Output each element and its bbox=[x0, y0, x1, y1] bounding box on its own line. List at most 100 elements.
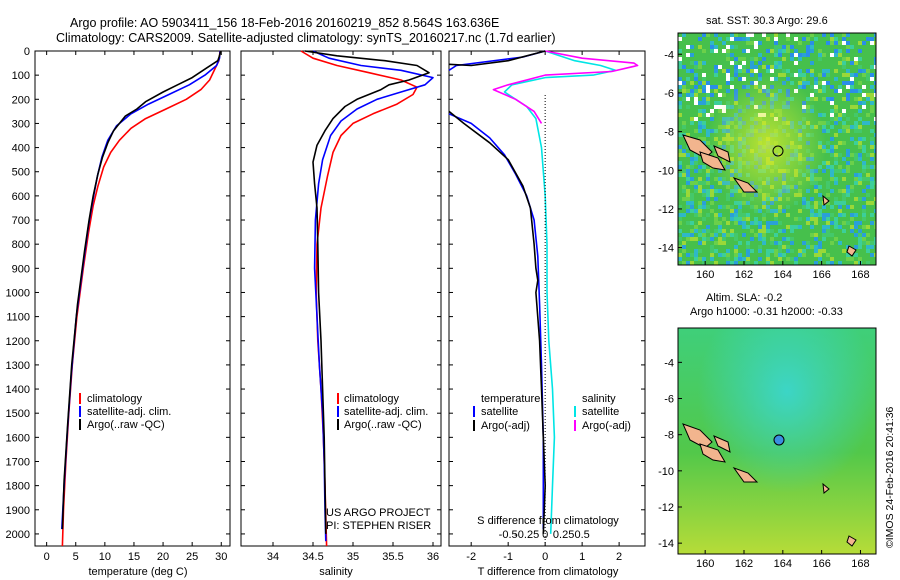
x-tick-label: 25 bbox=[186, 551, 198, 563]
legend-label-satellite: satellite-adj. clim. bbox=[87, 406, 171, 418]
series-line-satellite bbox=[448, 113, 545, 530]
series-line-argo-adj- bbox=[448, 50, 546, 67]
sla-map-frame bbox=[677, 327, 877, 555]
depth-tick-label: 1800 bbox=[6, 481, 30, 493]
depth-tick-label: 100 bbox=[12, 70, 30, 82]
depth-tick-label: 1900 bbox=[6, 505, 30, 517]
island-shape bbox=[699, 443, 726, 463]
map-y-tick-label: -8 bbox=[664, 127, 674, 139]
x-tick-label: -1 bbox=[503, 551, 513, 563]
legend-heading-salinity: salinity bbox=[582, 393, 616, 405]
x-tick-label: 10 bbox=[99, 551, 111, 563]
sst-map-ticks: 160 162 164 166 168 -4 -6 -8 -10 -12 -14 bbox=[658, 49, 870, 281]
map-x-tick-label: 162 bbox=[735, 558, 753, 570]
sst-warm-patch bbox=[678, 33, 876, 265]
map-y-tick-label: -8 bbox=[664, 430, 674, 442]
top-x-tick-label: 0.25 bbox=[553, 529, 574, 541]
island-shape bbox=[713, 435, 731, 453]
x-tick-label: -2 bbox=[466, 551, 476, 563]
x-tick-label: 35 bbox=[347, 551, 359, 563]
temperature-curves bbox=[61, 50, 222, 547]
series-line-argo-raw-qc- bbox=[304, 50, 430, 534]
island-shape bbox=[846, 245, 857, 257]
pi-credit: PI: STEPHEN RISER bbox=[326, 520, 431, 532]
sst-islands bbox=[682, 134, 857, 257]
map-x-tick-label: 166 bbox=[812, 269, 830, 281]
island-shape bbox=[732, 176, 759, 193]
difference-curves bbox=[448, 50, 639, 534]
header-line-1: Argo profile: AO 5903411_156 18-Feb-2016… bbox=[70, 16, 499, 30]
sla-map-title-2: Argo h1000: -0.31 h2000: -0.33 bbox=[690, 306, 843, 318]
map-x-tick-label: 168 bbox=[851, 558, 869, 570]
depth-tick-label: 200 bbox=[12, 94, 30, 106]
depth-tick-label: 400 bbox=[12, 143, 30, 155]
series-line-argo-adj- bbox=[492, 50, 639, 124]
map-y-tick-label: -10 bbox=[658, 165, 674, 177]
argo-location-marker bbox=[772, 145, 784, 157]
x-tick-label: 1 bbox=[579, 551, 585, 563]
map-y-tick-label: -12 bbox=[658, 502, 674, 514]
temperature-x-ticks: 0 5 10 15 20 25 30 bbox=[44, 51, 227, 563]
island-shape bbox=[822, 482, 830, 494]
legend-label-argo: Argo(..raw -QC) bbox=[344, 419, 422, 431]
x-tick-label: 2 bbox=[616, 551, 622, 563]
map-y-tick-label: -6 bbox=[664, 88, 674, 100]
argo-location-marker bbox=[773, 434, 785, 446]
legend-label-climatology: climatology bbox=[87, 393, 143, 405]
island-shape bbox=[699, 151, 726, 171]
depth-tick-label: 600 bbox=[12, 191, 30, 203]
x-tick-label: 30 bbox=[215, 551, 227, 563]
header-line-2: Climatology: CARS2009. Satellite-adjuste… bbox=[56, 31, 556, 45]
top-x-tick-label: 0 bbox=[542, 529, 548, 541]
sla-map-ticks: 160 162 164 166 168 -4 -6 -8 -10 -12 -14 bbox=[658, 357, 870, 570]
map-y-tick-label: -4 bbox=[664, 357, 674, 369]
map-y-tick-label: -10 bbox=[658, 466, 674, 478]
legend-label-t-argo: Argo(-adj) bbox=[481, 420, 530, 432]
x-tick-label: 0 bbox=[542, 551, 548, 563]
salinity-panel-frame bbox=[240, 50, 442, 547]
depth-tick-label: 1600 bbox=[6, 432, 30, 444]
x-tick-label: 35.5 bbox=[382, 551, 403, 563]
depth-tick-label: 900 bbox=[12, 263, 30, 275]
legend-label-s-satellite: satellite bbox=[582, 406, 619, 418]
depth-tick-label: 2000 bbox=[6, 529, 30, 541]
depth-tick-label: 1000 bbox=[6, 287, 30, 299]
salinity-axis-label: salinity bbox=[319, 566, 353, 578]
t-difference-axis-label: T difference from climatology bbox=[478, 566, 619, 578]
s-difference-x-ticks: -0.5-0.25 0 0.25 0.5 bbox=[499, 529, 590, 541]
depth-tick-label: 1300 bbox=[6, 360, 30, 372]
temperature-panel-frame bbox=[34, 50, 231, 547]
map-x-tick-label: 168 bbox=[851, 269, 869, 281]
temperature-axis-label: temperature (deg C) bbox=[88, 566, 187, 578]
map-x-tick-label: 160 bbox=[696, 558, 714, 570]
map-x-tick-label: 164 bbox=[774, 269, 792, 281]
series-line-argo-raw-qc- bbox=[61, 50, 222, 530]
salinity-x-ticks: 34 34.5 35 35.5 36 bbox=[267, 51, 439, 563]
sla-map-title-1: Altim. SLA: -0.2 bbox=[706, 292, 782, 304]
series-line-satellite bbox=[503, 50, 617, 534]
x-tick-label: 5 bbox=[73, 551, 79, 563]
map-x-tick-label: 164 bbox=[774, 558, 792, 570]
island-shape bbox=[713, 145, 731, 163]
legend-label-s-argo: Argo(-adj) bbox=[582, 420, 631, 432]
map-x-tick-label: 160 bbox=[696, 269, 714, 281]
sla-islands bbox=[682, 423, 857, 547]
depth-tick-label: 1500 bbox=[6, 408, 30, 420]
map-y-tick-label: -14 bbox=[658, 538, 674, 550]
series-line-satellite-adj-clim- bbox=[61, 50, 221, 530]
x-tick-label: 0 bbox=[44, 551, 50, 563]
series-line-argo-adj- bbox=[448, 110, 547, 534]
imos-credit: ©IMOS 24-Feb-2016 20:41:36 bbox=[884, 406, 896, 548]
map-x-tick-label: 166 bbox=[812, 558, 830, 570]
temperature-legend: climatology satellite-adj. clim. Argo(..… bbox=[79, 393, 171, 431]
legend-label-argo: Argo(..raw -QC) bbox=[87, 419, 165, 431]
depth-tick-label: 700 bbox=[12, 215, 30, 227]
map-x-tick-label: 162 bbox=[735, 269, 753, 281]
x-tick-label: 34.5 bbox=[302, 551, 323, 563]
x-tick-label: 15 bbox=[128, 551, 140, 563]
sst-map-title: sat. SST: 30.3 Argo: 29.6 bbox=[706, 15, 828, 27]
series-line-satellite bbox=[448, 50, 546, 71]
map-y-tick-label: -14 bbox=[658, 243, 674, 255]
salinity-legend: climatology satellite-adj. clim. Argo(..… bbox=[337, 393, 428, 431]
